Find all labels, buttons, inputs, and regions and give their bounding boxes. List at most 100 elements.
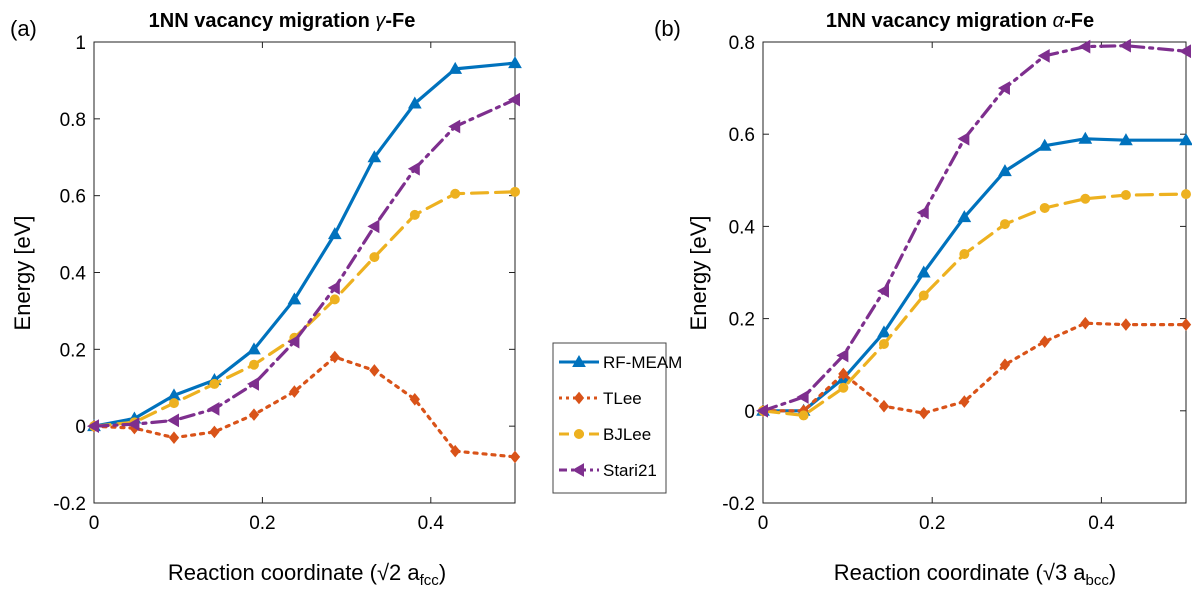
legend-stari21-marker	[571, 463, 584, 477]
panel-a-series-rf-meam-point	[448, 61, 463, 74]
legend-bjlee-label: BJLee	[603, 425, 651, 444]
panel-b-series-bjlee-point	[1181, 189, 1191, 200]
panel-a-series-stari21-point	[287, 334, 300, 349]
panel-a-series-bjlee-point	[329, 294, 340, 305]
legend-box	[552, 342, 667, 494]
panel-a-series-rf-meam-point	[367, 150, 382, 163]
panel-a-series-stari21-line	[92, 97, 517, 428]
legend-rf-meam-marker	[572, 354, 586, 367]
panel-b-series-tlee-point	[918, 406, 929, 420]
panel-a-series-tlee-point	[248, 408, 260, 421]
panel-b-axes-box	[762, 41, 1187, 504]
panel-a-series-stari21-point	[86, 419, 99, 434]
panel-a-series-stari21-point	[207, 402, 220, 416]
panel-a-series-tlee-point	[369, 364, 380, 377]
panel-a-series-rf-meam-point	[327, 227, 342, 240]
panel-b-ytick-label: -0.2	[722, 494, 755, 515]
panel-b-series-bjlee-point	[959, 249, 970, 260]
panel-a-series-stari21-point	[127, 417, 140, 432]
panel-b-series-bjlee-point	[798, 410, 809, 421]
panel-a-series-stari21-point	[507, 92, 520, 107]
panel-b-ytick-label: 0.2	[729, 310, 755, 331]
panel-b-series-rf-meam-point	[1078, 131, 1093, 144]
panel-b-series-rf-meam-point	[957, 210, 972, 223]
panel-a-series-tlee-point	[450, 444, 461, 458]
panel-b-series-rf-meam-line	[761, 137, 1188, 413]
panel-a-series-tlee-point	[409, 392, 420, 406]
panel-b-series-rf-meam-point	[1119, 133, 1133, 146]
panel-b-series-tlee-point	[1120, 318, 1132, 331]
panel-a: (a) 1NN vacancy migration γ-Fe Energy [e…	[10, 10, 522, 589]
panel-a-series-tlee-line	[92, 355, 517, 459]
panel-b-series-bjlee-point	[1039, 202, 1050, 213]
panel-b-series-rf-meam-point	[916, 265, 931, 278]
panel-b-series-tlee-point	[1080, 316, 1091, 330]
panel-a-series-tlee-point	[509, 450, 521, 464]
panel-b-series-bjlee-point	[1120, 190, 1131, 201]
panel-b-series-stari21-point	[876, 284, 889, 298]
panel-a-ytick-label: 0.2	[60, 340, 86, 361]
panel-b-series-rf-meam-point	[1179, 133, 1192, 146]
panel-a-series-rf-meam-point	[407, 96, 422, 109]
panel-b-series-stari21-point	[1178, 44, 1191, 59]
panel-a-series-tlee-point	[209, 425, 220, 439]
panel-a-xtick-label: 0.2	[249, 513, 275, 534]
panel-b-ytick-label: 0.8	[729, 33, 755, 54]
panel-a-series-stari21-point	[407, 161, 420, 176]
panel-b-xtick-label: 0.2	[919, 513, 945, 534]
panel-a-series-bjlee-point	[510, 186, 520, 197]
panel-b-series-rf-meam-point	[998, 164, 1012, 177]
panel-b-series-bjlee-point	[918, 290, 929, 301]
panel-a-series-stari21-point	[448, 119, 461, 134]
panel-b-series-stari21-point	[1078, 39, 1091, 54]
panel-a-series-bjlee-line	[92, 190, 517, 428]
panel-a-series-tlee-point	[329, 350, 340, 364]
panel-a-series-stari21-point	[166, 413, 179, 428]
panel-b-series-tlee-point	[878, 399, 890, 413]
panel-b-series-bjlee-point	[1080, 193, 1091, 204]
panel-a-series-bjlee-point	[248, 359, 259, 370]
panel-b-series-stari21-point	[997, 81, 1010, 95]
panel-b-label: (b)	[654, 16, 681, 41]
panel-b-ytick-label: 0	[744, 402, 755, 423]
panel-a-series-rf-meam-point	[287, 292, 302, 305]
legend-tlee-label: TLee	[603, 389, 642, 408]
panel-b-series-tlee-point	[959, 395, 970, 408]
panel-a-series-bjlee-point	[168, 398, 179, 409]
panel-b-series-tlee-point	[999, 358, 1011, 371]
panel-b-series-stari21-point	[916, 205, 929, 220]
panel-a-ytick-label: 0.8	[60, 110, 86, 131]
panel-b-series-stari21-point	[1118, 38, 1131, 53]
panel-b-ytick-label: 0.6	[729, 125, 755, 146]
panel-a-title: 1NN vacancy migration γ-Fe	[149, 10, 416, 32]
panel-a-series-stari21-point	[246, 377, 259, 391]
panel-a-series-stari21-point	[367, 219, 380, 234]
panel-b-series-stari21-point	[836, 348, 849, 363]
panel-a-series-bjlee-point	[409, 209, 420, 220]
panel-b-series-rf-meam-point	[1037, 138, 1052, 151]
panel-a-ytick-label: 0.4	[60, 264, 87, 285]
legend-stari21-label: Stari21	[603, 461, 657, 480]
panel-b-series-stari21-point	[957, 131, 970, 146]
panel-a-series-bjlee-point	[369, 252, 380, 263]
panel-a-series-rf-meam-line	[92, 61, 517, 428]
panel-b: (b) 1NN vacancy migration α-Fe Energy [e…	[654, 10, 1192, 589]
legend-tlee-marker	[573, 391, 585, 405]
panel-b-series-stari21-point	[755, 403, 768, 418]
panel-b-ylabel: Energy [eV]	[686, 216, 711, 331]
panel-a-series-rf-meam-point	[508, 56, 522, 69]
panel-a-series-tlee-point	[289, 385, 300, 398]
panel-b-series-rf-meam-point	[877, 325, 891, 338]
panel-b-series-stari21-line	[761, 44, 1188, 413]
panel-b-series-bjlee-line	[761, 192, 1188, 417]
panel-a-xlabel: Reaction coordinate (√2 afcc)	[168, 560, 446, 589]
panel-b-xtick-label: 0.4	[1088, 513, 1115, 534]
legend-bjlee-marker	[574, 429, 584, 439]
panel-a-ytick-label: 0	[75, 417, 86, 438]
panel-b-series-bjlee-point	[999, 219, 1010, 230]
panel-b-ytick-label: 0.4	[729, 217, 756, 238]
panel-b-series-tlee-line	[761, 321, 1188, 415]
panel-a-series-tlee-point	[168, 431, 180, 444]
panel-a-xtick-label: 0	[89, 513, 100, 534]
